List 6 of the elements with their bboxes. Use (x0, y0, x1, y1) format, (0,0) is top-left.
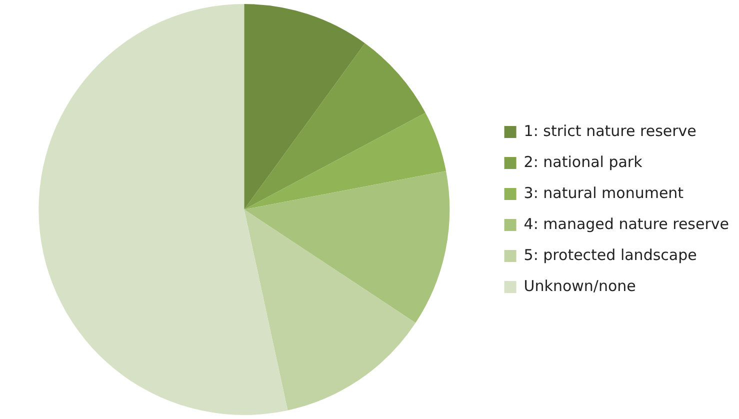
legend-label: 3: natural monument (524, 184, 684, 202)
legend-label: 5: protected landscape (524, 246, 697, 264)
legend-label: Unknown/none (524, 276, 636, 295)
legend-label: 1: strict nature reserve (524, 122, 696, 140)
legend-label: 4: managed nature reserve (524, 214, 730, 233)
legend-label: 2: national park (524, 152, 643, 171)
